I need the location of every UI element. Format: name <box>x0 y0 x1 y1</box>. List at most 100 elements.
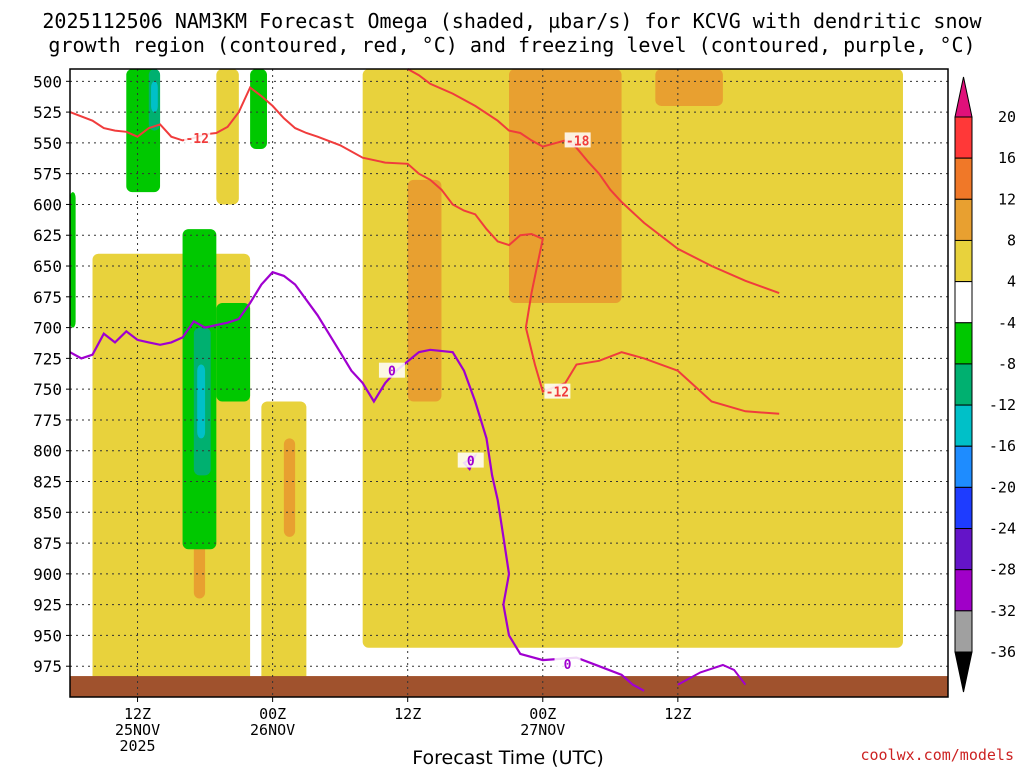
colorbar-label-5: -4 <box>998 314 1016 332</box>
chart-title-line-2: growth region (contoured, red, °C) and f… <box>48 33 975 57</box>
omega-region-3 <box>655 69 723 106</box>
omega-region-4 <box>407 179 442 402</box>
ytick-label-650: 650 <box>33 257 62 276</box>
dgz-label-0: -12 <box>544 383 571 401</box>
omega-region-16 <box>151 81 158 113</box>
colorbar-label-0: 20 <box>998 108 1016 126</box>
colorbar-label-6: -8 <box>998 355 1016 373</box>
dgz-extra-label-0: -12 <box>184 129 211 147</box>
ytick-label-850: 850 <box>33 503 62 522</box>
plot-frame <box>69 68 949 698</box>
ytick-label-875: 875 <box>33 534 62 553</box>
colorbar-bin-0 <box>954 116 973 159</box>
ytick-label-675: 675 <box>33 288 62 307</box>
y-axis: 500 525 550 575 600 625 650 675 700 725 750 775 800 8… <box>33 72 70 676</box>
freezing-label-main: 0 <box>378 362 405 380</box>
ytick-label-825: 825 <box>33 473 62 492</box>
ytick-label-525: 525 <box>33 103 62 122</box>
ytick-label-750: 750 <box>33 380 62 399</box>
freezing-level-contour <box>69 270 645 692</box>
ytick-label-775: 775 <box>33 411 62 430</box>
colorbar-label-11: -28 <box>989 561 1016 579</box>
ytick-label-925: 925 <box>33 596 62 615</box>
colorbar-bin-7 <box>954 404 973 447</box>
freezing-blob-label: 0 <box>457 452 484 470</box>
xtick-label-24-0: 00Z <box>259 705 286 723</box>
colorbar-bin-12 <box>954 610 973 653</box>
colorbar-label-1: 16 <box>998 149 1016 167</box>
ytick-label-575: 575 <box>33 165 62 184</box>
colorbar-label-4: 4 <box>1007 273 1016 291</box>
dgz-extra-label-0-bg <box>184 129 211 145</box>
omega-region-10 <box>250 69 267 150</box>
freezing-label-main-bg <box>378 362 405 378</box>
dgz-label-0-bg <box>544 383 571 399</box>
omega-region-17 <box>197 364 206 439</box>
omega-region-2 <box>509 69 622 303</box>
freezing-label-extra-text: 0 <box>564 658 572 673</box>
freezing-blob-label-bg <box>457 452 484 468</box>
ytick-label-500: 500 <box>33 72 62 91</box>
xtick-label-48-0: 00Z <box>529 705 556 723</box>
colorbar-label-7: -12 <box>989 396 1016 414</box>
freezing-label-extra-bg <box>554 655 581 671</box>
omega-region-13 <box>70 192 76 328</box>
colorbar-label-12: -32 <box>989 602 1016 620</box>
ytick-label-700: 700 <box>33 319 62 338</box>
colorbar-over-triangle <box>954 76 973 118</box>
colorbar: 20 16 12 8 4 -4 -8 -12 -16 -20 -24 -28 -32 -36 <box>954 76 1016 693</box>
freezing-level-small-blob <box>677 663 747 686</box>
contours: -12 -18 -12 0 0 0 <box>69 68 780 692</box>
ytick-label-950: 950 <box>33 626 62 645</box>
colorbar-under-triangle <box>954 651 973 693</box>
colorbar-bin-8 <box>954 445 973 488</box>
colorbar-bin-9 <box>954 486 973 530</box>
colorbar-bin-11 <box>954 569 973 612</box>
colorbar-bin-2 <box>954 198 973 241</box>
xtick-label-12-2: 2025 <box>119 737 155 755</box>
omega-region-12 <box>216 302 251 402</box>
ytick-label-900: 900 <box>33 565 62 584</box>
xtick-label-60-0: 12Z <box>664 705 691 723</box>
xtick-label-36-0: 12Z <box>394 705 421 723</box>
xtick-label-24-1: 26NOV <box>250 721 295 739</box>
colorbar-bin-3 <box>954 239 973 283</box>
colorbar-label-3: 8 <box>1007 231 1016 249</box>
credit-text[interactable]: coolwx.com/models <box>860 746 1014 764</box>
freezing-label-main-text: 0 <box>388 365 396 380</box>
omega-region-7 <box>283 438 296 537</box>
dgz-label-0-text: -12 <box>546 386 569 401</box>
xtick-label-12-0: 12Z <box>124 705 151 723</box>
ytick-label-625: 625 <box>33 226 62 245</box>
ytick-label-725: 725 <box>33 349 62 368</box>
freezing-blob-label-text: 0 <box>467 455 475 470</box>
colorbar-label-9: -20 <box>989 478 1016 496</box>
colorbar-bin-6 <box>954 363 973 406</box>
dgz-label-1-bg <box>564 132 591 148</box>
omega-shading <box>70 69 948 697</box>
colorbar-label-10: -24 <box>989 520 1016 538</box>
dgz-extra-label-0-text: -12 <box>185 132 208 147</box>
ytick-label-800: 800 <box>33 442 62 461</box>
colorbar-bin-1 <box>954 157 973 200</box>
colorbar-bin-10 <box>954 528 973 571</box>
xtick-label-48-1: 27NOV <box>520 721 565 739</box>
ytick-label-975: 975 <box>33 657 62 676</box>
xtick-label-12-1: 25NOV <box>115 721 160 739</box>
dgz-label-1-text: -18 <box>566 134 590 149</box>
omega-region-0 <box>216 69 239 205</box>
terrain-band <box>70 676 948 697</box>
terrain-fill <box>70 676 948 697</box>
ytick-label-550: 550 <box>33 134 62 153</box>
colorbar-bin-4 <box>954 281 973 324</box>
colorbar-bin-5 <box>954 322 973 365</box>
x-axis-label: Forecast Time (UTC) <box>412 747 603 768</box>
freezing-label-extra: 0 <box>554 655 581 673</box>
colorbar-label-2: 12 <box>998 190 1016 208</box>
ytick-label-600: 600 <box>33 195 62 214</box>
chart-title-line-1: 2025112506 NAM3KM Forecast Omega (shaded… <box>42 9 982 33</box>
colorbar-label-13: -36 <box>989 643 1016 661</box>
colorbar-label-8: -16 <box>989 437 1016 455</box>
